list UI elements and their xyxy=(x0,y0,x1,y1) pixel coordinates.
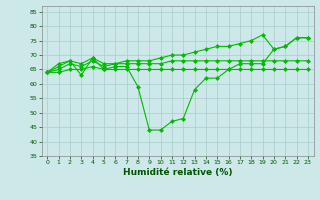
X-axis label: Humidité relative (%): Humidité relative (%) xyxy=(123,168,232,177)
